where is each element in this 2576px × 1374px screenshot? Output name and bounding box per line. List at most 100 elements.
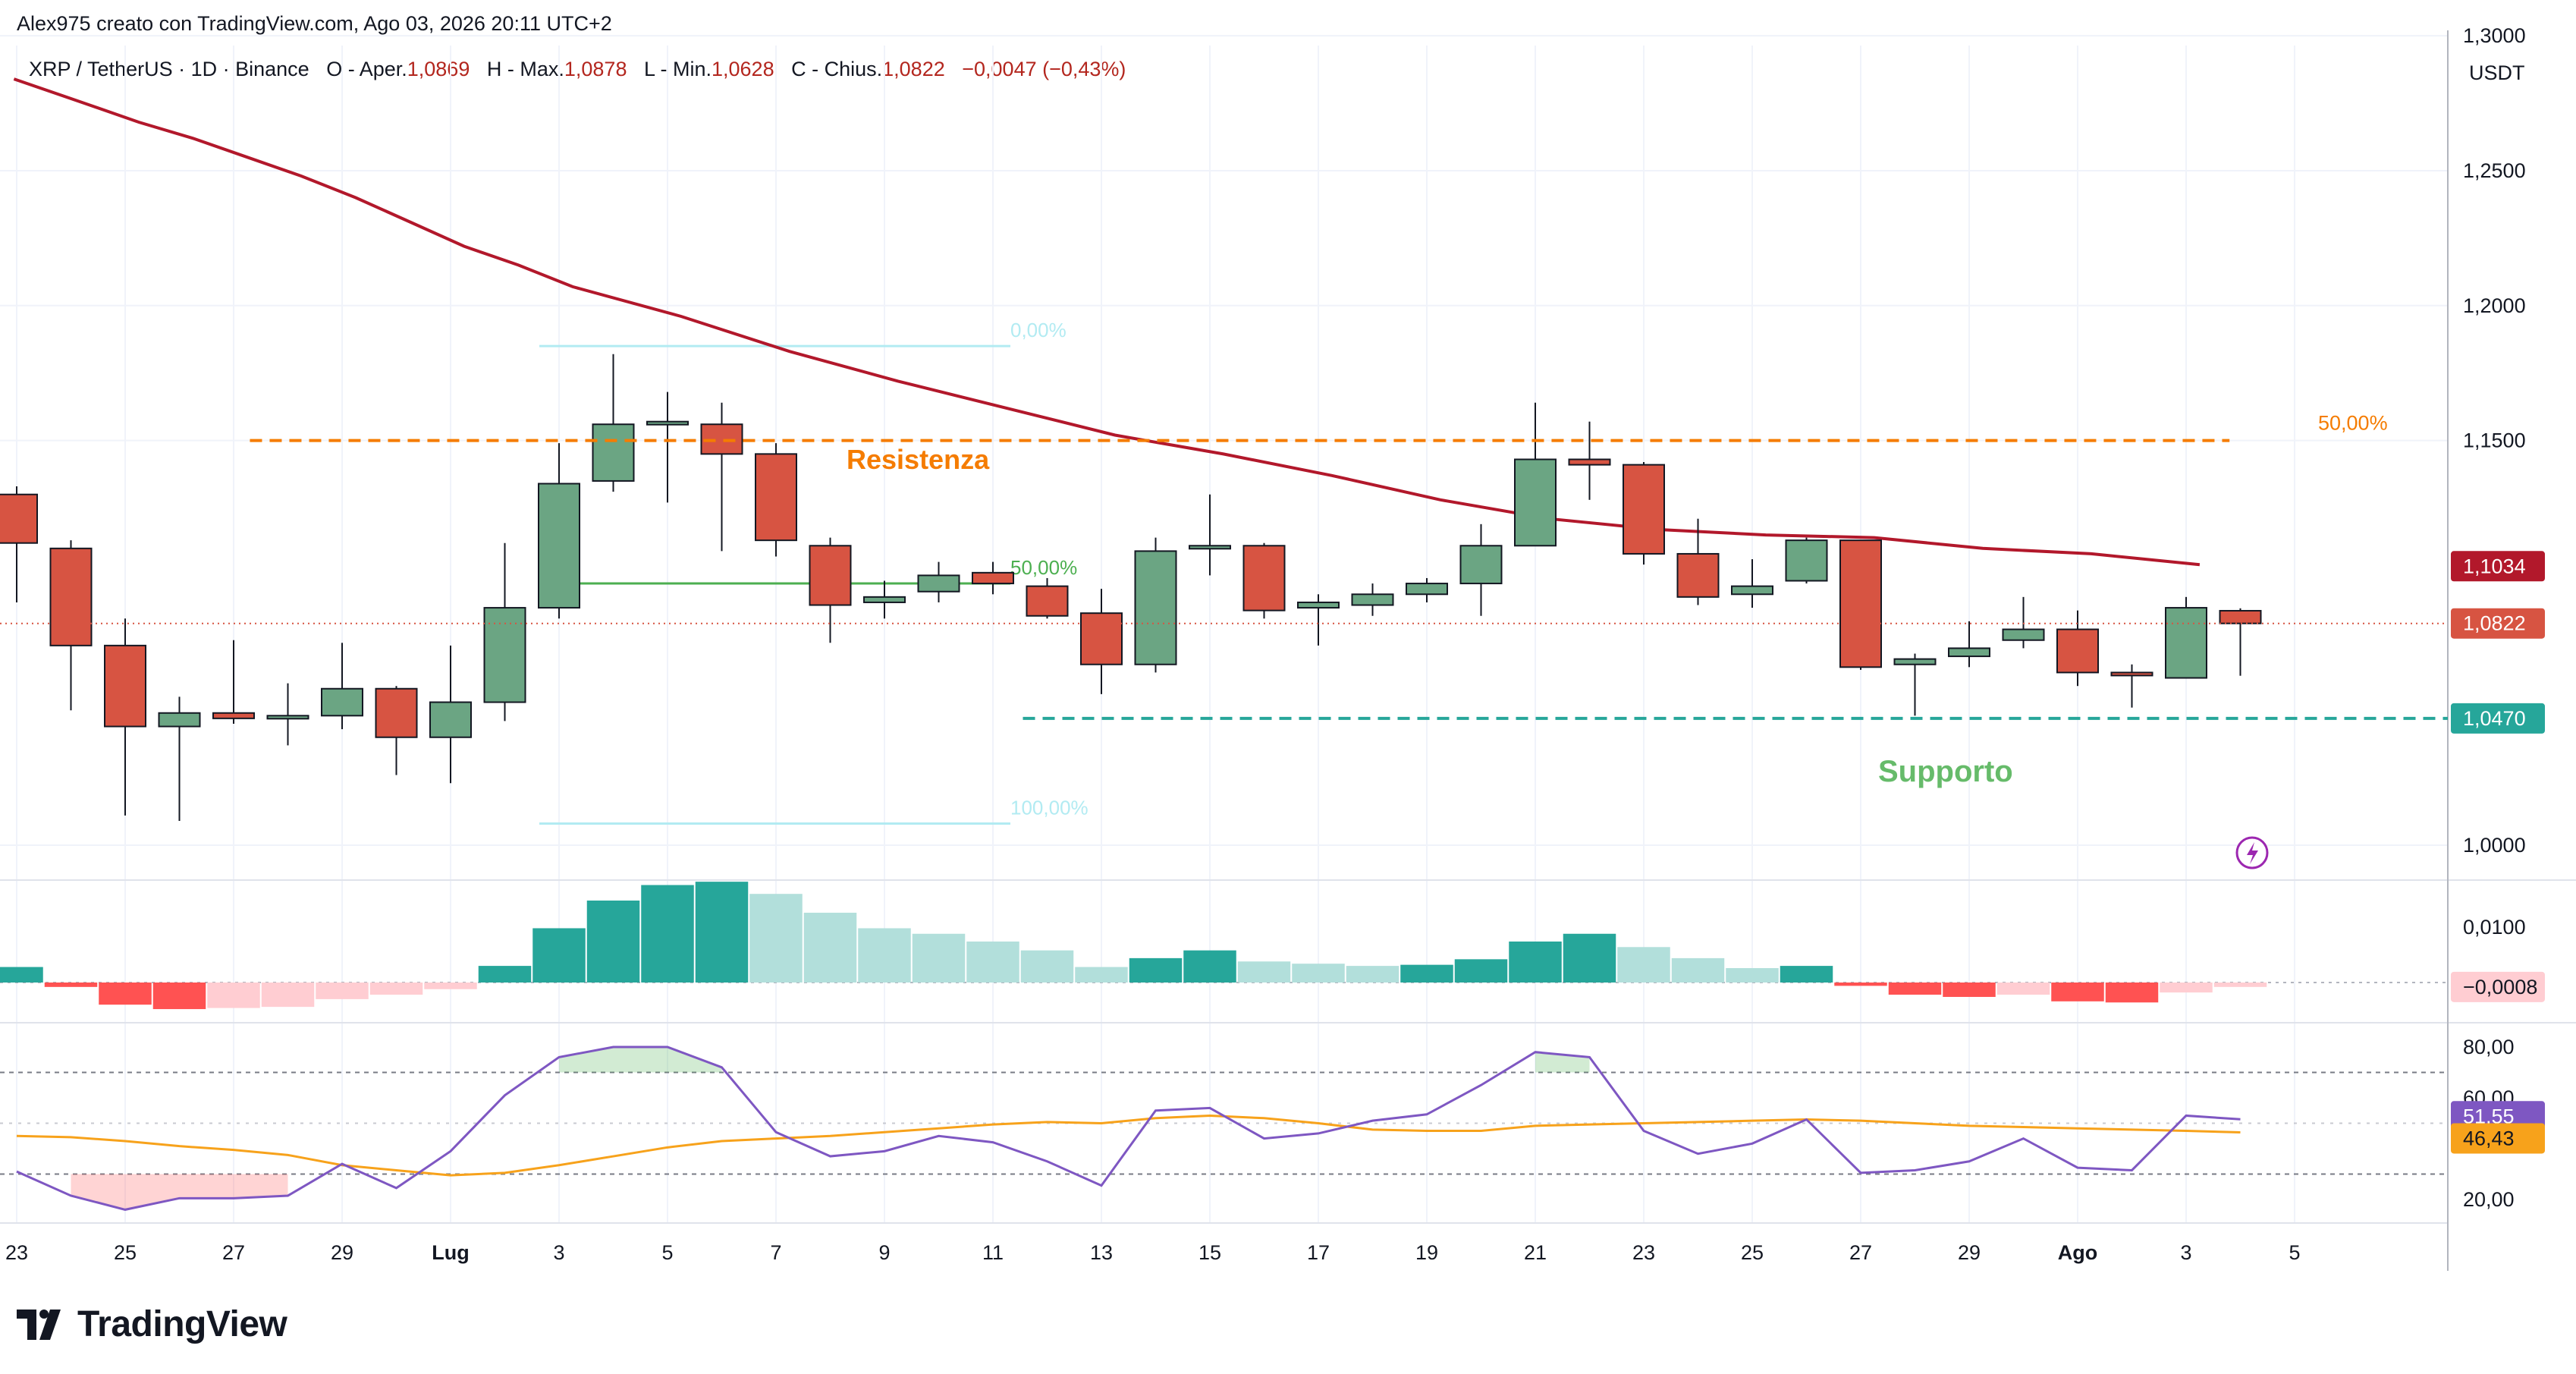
candle: [1731, 559, 1773, 608]
candle-body: [1351, 593, 1394, 606]
date-tick-label: 3: [553, 1241, 564, 1264]
open-value: 1,0869: [407, 58, 470, 80]
hist-bar: [478, 966, 532, 983]
rsi-oversold-fill: [71, 1174, 288, 1210]
hist-bar: [1509, 941, 1562, 983]
date-tick-label: 29: [331, 1241, 353, 1264]
candle-body: [1297, 601, 1340, 609]
candle: [1297, 594, 1340, 646]
candle: [104, 618, 146, 816]
price-tick-label: 1,1500: [2463, 429, 2526, 452]
hist-bar: [369, 983, 423, 995]
hist-bar: [749, 894, 803, 983]
candle-body: [2219, 609, 2262, 624]
candle-body: [375, 687, 418, 738]
candle-body: [49, 547, 93, 646]
tradingview-logo[interactable]: TradingView: [17, 1303, 287, 1345]
hist-bar: [1780, 966, 1833, 983]
moving-average: [13, 77, 2201, 567]
candle: [1623, 462, 1665, 565]
date-tick-label: 9: [878, 1241, 890, 1264]
candle-body: [1893, 658, 1937, 665]
hist-bar: [316, 983, 369, 999]
candle: [375, 686, 418, 775]
date-tick-label: 23: [1632, 1241, 1655, 1264]
chart-canvas[interactable]: 0,00% 50,00% 100,00% Resistenza 50,00% Suppo…: [0, 0, 2576, 1290]
candle: [1568, 421, 1611, 500]
candle-body: [972, 571, 1014, 585]
close-value: 1,0822: [882, 58, 945, 80]
date-tick-label: 11: [982, 1241, 1004, 1264]
candle-body: [429, 701, 472, 738]
candle: [1134, 537, 1177, 673]
hist-bar: [912, 933, 966, 983]
fib-level-label: 0,00%: [1010, 319, 1067, 341]
candle-body: [1134, 550, 1177, 665]
rsi-tick-label: 80,00: [2463, 1036, 2515, 1058]
candle-body: [2056, 628, 2099, 674]
candle-body: [1406, 583, 1448, 596]
price-tag-bg: [2451, 703, 2545, 734]
candle-body: [0, 493, 38, 544]
hist-bar: [1617, 947, 1670, 983]
candle: [2219, 608, 2262, 676]
candle: [2165, 596, 2207, 679]
price-tick-label: 1,3000: [2463, 24, 2526, 47]
candle: [429, 645, 472, 784]
candle: [538, 443, 580, 619]
candle-body: [2110, 671, 2153, 677]
candle: [646, 391, 689, 503]
hist-tick-label: 0,0100: [2463, 916, 2526, 939]
hist-bar: [2160, 983, 2213, 993]
rsi-pane: [0, 1045, 2448, 1211]
hist-bar: [858, 928, 911, 983]
candles: [0, 354, 2262, 821]
price-tag: 1,0822: [2463, 612, 2526, 635]
alert-bolt-glyph: [2247, 842, 2258, 864]
date-tick-label: 15: [1198, 1241, 1221, 1264]
hist-bar: [1129, 957, 1183, 983]
hist-bar: [1400, 964, 1453, 983]
candle: [755, 443, 797, 557]
candle: [49, 540, 93, 711]
ma-line: [13, 77, 2201, 567]
fib-level-label: 100,00%: [1010, 797, 1089, 819]
change-value: −0,0047 (−0,43%): [962, 58, 1126, 80]
candle: [1406, 577, 1448, 602]
hist-bar: [424, 983, 477, 989]
candle: [483, 542, 526, 722]
date-tick-label: Ago: [2058, 1241, 2097, 1264]
fib-level-label-right: 50,00%: [2318, 412, 2388, 435]
symbol-legend: XRP / TetherUS · 1D · Binance O - Aper.1…: [29, 58, 1126, 81]
price-tick-label: 1,0000: [2463, 834, 2526, 857]
rsi-ma-value-tag-bg: [2451, 1123, 2545, 1154]
hist-bar: [532, 928, 586, 983]
candle-body: [863, 596, 906, 603]
hist-bar: [0, 967, 43, 983]
date-tick-label: 25: [1741, 1241, 1764, 1264]
candle-body: [917, 574, 960, 593]
hist-bar: [1888, 983, 1942, 995]
date-tick-label: 5: [2289, 1241, 2300, 1264]
candle-body: [1026, 585, 1069, 617]
hist-value-tag-bg: [2451, 971, 2545, 1002]
symbol-name[interactable]: XRP / TetherUS · 1D · Binance: [29, 58, 309, 80]
hist-bar: [1834, 983, 1887, 986]
candle-body: [1080, 612, 1123, 665]
date-tick-label: 13: [1090, 1241, 1113, 1264]
candle-body: [158, 712, 201, 728]
date-tick-label: 5: [661, 1241, 673, 1264]
hist-bar: [1020, 950, 1074, 983]
candle-body: [538, 483, 580, 609]
candle: [1080, 589, 1123, 694]
resistance-label: Resistenza: [847, 444, 990, 475]
date-tick-label: 7: [770, 1241, 781, 1264]
candle-body: [1731, 585, 1773, 596]
candle: [1514, 402, 1557, 547]
candle-body: [212, 712, 255, 719]
high-value: 1,0878: [564, 58, 627, 80]
candle: [1026, 577, 1069, 619]
hist-bar: [2051, 983, 2104, 1001]
date-tick-label: 17: [1307, 1241, 1330, 1264]
